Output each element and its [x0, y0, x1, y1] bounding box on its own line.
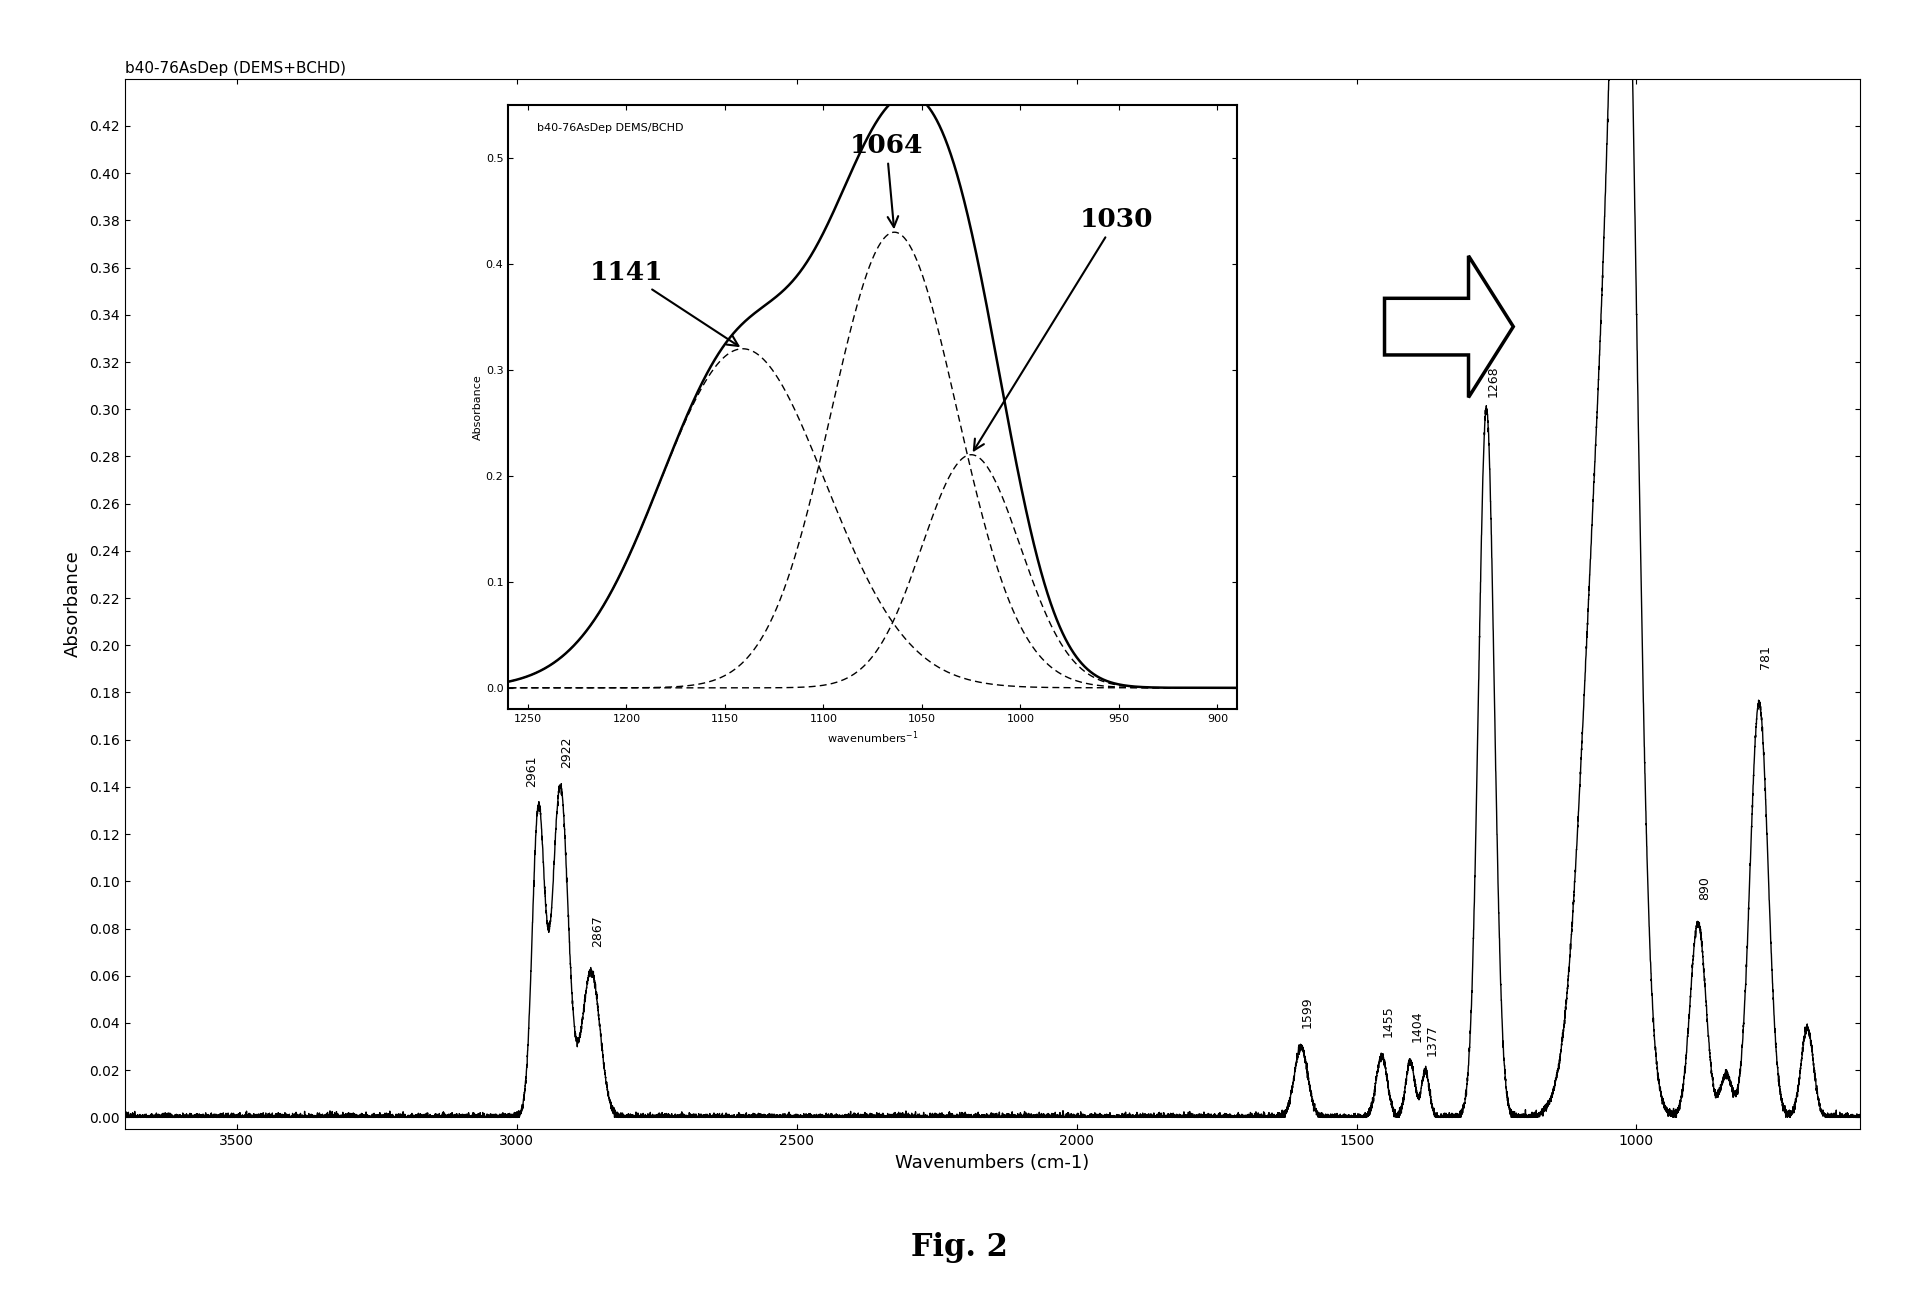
X-axis label: wavenumbers$^{-1}$: wavenumbers$^{-1}$ [827, 730, 919, 746]
Text: 1268: 1268 [1486, 366, 1500, 398]
Text: 1030: 1030 [974, 207, 1153, 450]
Text: 1064: 1064 [850, 133, 923, 227]
Text: 1455: 1455 [1381, 1006, 1394, 1037]
Text: 2867: 2867 [591, 915, 604, 948]
Text: 1377: 1377 [1425, 1024, 1438, 1056]
Text: 781: 781 [1759, 645, 1772, 668]
Text: b40-76AsDep (DEMS+BCHD): b40-76AsDep (DEMS+BCHD) [125, 62, 345, 76]
Text: 890: 890 [1697, 876, 1711, 901]
Y-axis label: Absorbance: Absorbance [63, 550, 82, 658]
Text: 1404: 1404 [1410, 1010, 1423, 1041]
Text: 2922: 2922 [560, 737, 573, 768]
Text: Fig. 2: Fig. 2 [911, 1232, 1007, 1263]
Text: 1141: 1141 [589, 260, 738, 345]
Text: 1599: 1599 [1300, 997, 1314, 1028]
X-axis label: Wavenumbers (cm-1): Wavenumbers (cm-1) [896, 1154, 1089, 1171]
Text: 2961: 2961 [526, 755, 539, 786]
Text: b40-76AsDep DEMS/BCHD: b40-76AsDep DEMS/BCHD [537, 123, 685, 133]
Y-axis label: Absorbance: Absorbance [474, 374, 483, 440]
Polygon shape [1385, 256, 1513, 398]
